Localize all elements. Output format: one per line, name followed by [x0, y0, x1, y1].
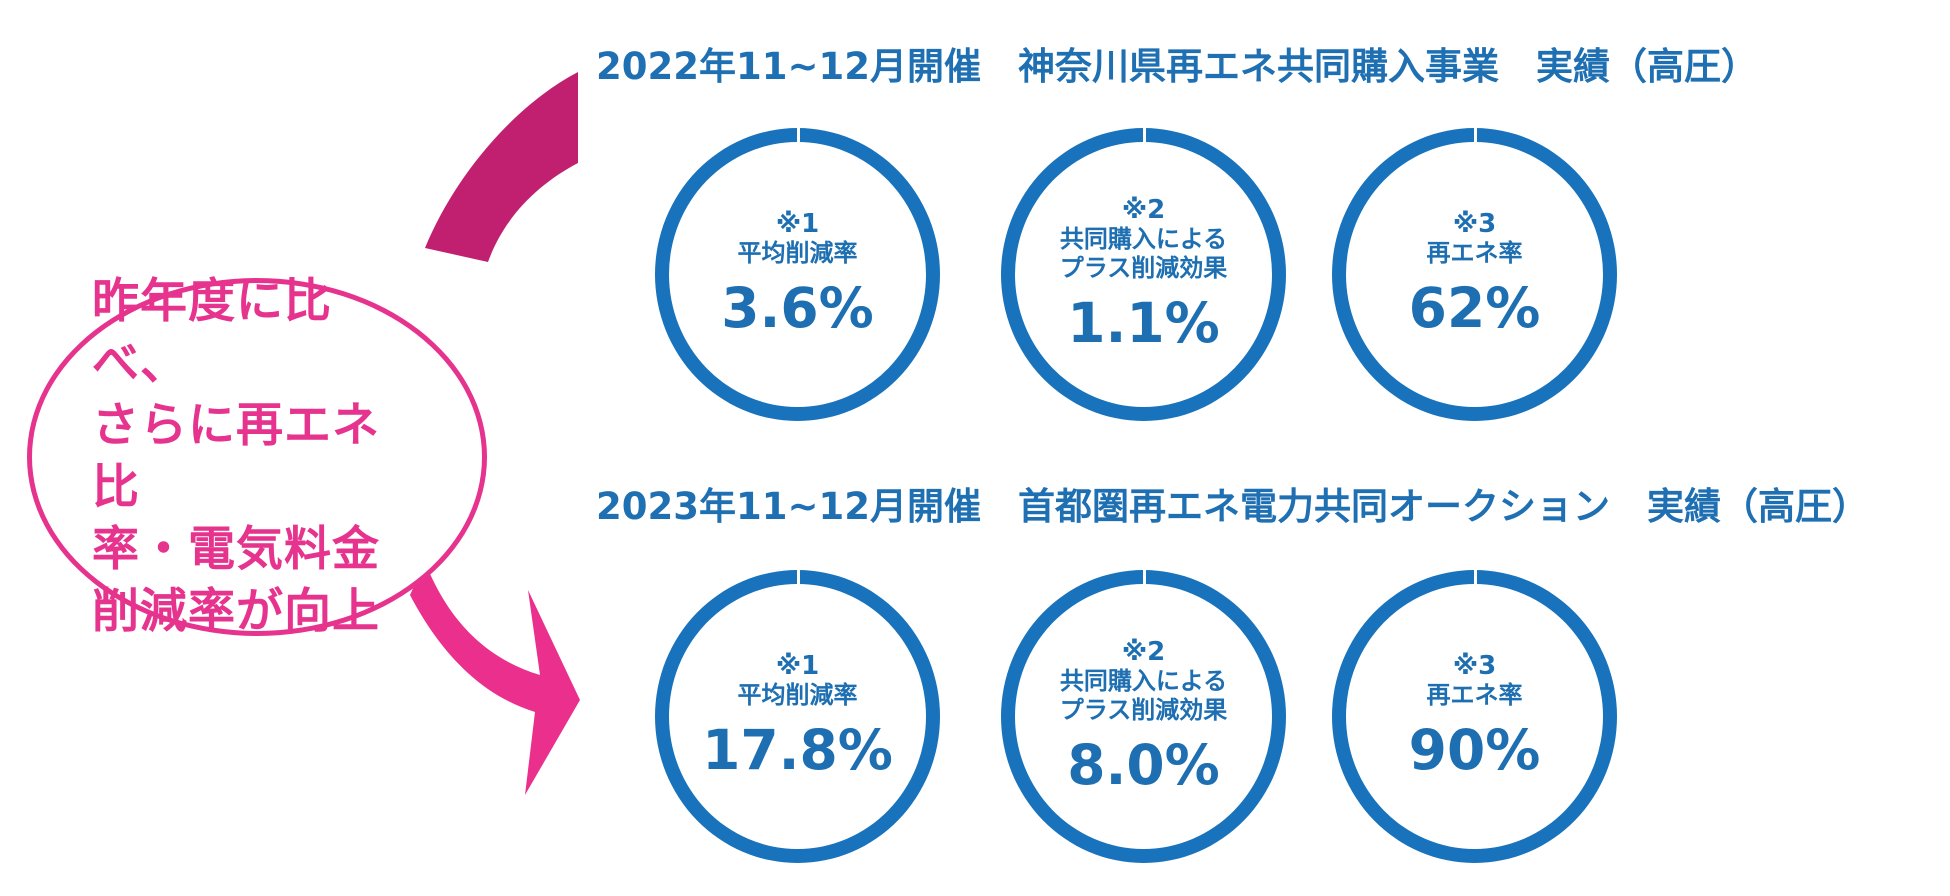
- metric-note: ※2: [1121, 194, 1166, 225]
- ring-tick: [1142, 128, 1146, 142]
- metric-note: ※1: [775, 209, 820, 239]
- ring-tick: [1142, 570, 1146, 584]
- ring-tick: [1473, 570, 1477, 584]
- metric-label: 平均削減率: [737, 239, 858, 267]
- metric-ring-2023-average-reduction: ※1 平均削減率 17.8%: [655, 570, 940, 863]
- metric-value: 1.1%: [1067, 290, 1220, 355]
- ring-tick: [796, 128, 800, 142]
- metric-ring-2022-renewable-rate: ※3 再エネ率 62%: [1332, 128, 1617, 421]
- metric-note: ※3: [1452, 209, 1497, 239]
- metric-ring-2022-joint-purchase-effect: ※2 共同購入による プラス削減効果 1.1%: [1001, 128, 1286, 421]
- metric-label: 再エネ率: [1426, 239, 1523, 267]
- upper-arrow: [425, 72, 578, 262]
- metric-value: 62%: [1408, 276, 1541, 340]
- metric-label: 共同購入による プラス削減効果: [1059, 666, 1228, 724]
- metric-value: 8.0%: [1067, 732, 1220, 797]
- section-title-2022: 2022年11~12月開催 神奈川県再エネ共同購入事業 実績（高圧）: [596, 45, 1758, 88]
- summary-text: 昨年度に比べ、 さらに再エネ比 率・電気料金 削減率が向上: [92, 274, 380, 639]
- metric-value: 3.6%: [721, 276, 874, 340]
- metric-label: 再エネ率: [1426, 681, 1523, 709]
- metric-note: ※3: [1452, 651, 1497, 681]
- metric-ring-2023-joint-purchase-effect: ※2 共同購入による プラス削減効果 8.0%: [1001, 570, 1286, 863]
- metric-note: ※2: [1121, 636, 1166, 667]
- section-title-2023: 2023年11~12月開催 首都圏再エネ電力共同オークション 実績（高圧）: [596, 485, 1869, 528]
- metric-value: 17.8%: [702, 718, 893, 782]
- ring-tick: [796, 570, 800, 584]
- summary-bubble: 昨年度に比べ、 さらに再エネ比 率・電気料金 削減率が向上: [27, 274, 487, 639]
- metric-ring-2022-average-reduction: ※1 平均削減率 3.6%: [655, 128, 940, 421]
- metric-note: ※1: [775, 651, 820, 681]
- metric-value: 90%: [1408, 718, 1541, 782]
- ring-tick: [1473, 128, 1477, 142]
- metric-label: 共同購入による プラス削減効果: [1059, 224, 1228, 282]
- metric-label: 平均削減率: [737, 681, 858, 709]
- lower-arrow: [410, 562, 580, 795]
- metric-ring-2023-renewable-rate: ※3 再エネ率 90%: [1332, 570, 1617, 863]
